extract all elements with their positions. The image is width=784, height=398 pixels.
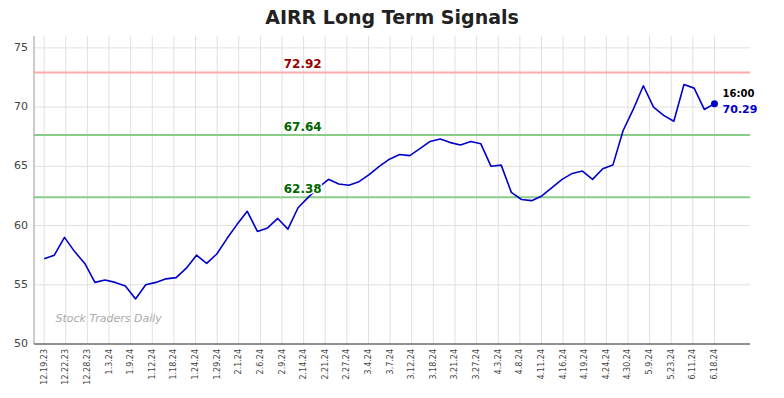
y-axis: 50 55 60 65 70 75 — [14, 36, 34, 350]
y-grid-line — [34, 284, 750, 285]
x-tick-label: 2.1.24 — [234, 349, 243, 374]
x-grid-line — [109, 36, 110, 344]
x-grid-line — [454, 36, 455, 344]
x-grid-line — [563, 36, 564, 344]
y-tick-label: 70 — [14, 100, 28, 113]
x-tick-label: 3.18.24 — [429, 349, 438, 380]
x-tick-label: 12.28.23 — [83, 349, 92, 385]
y-tick-label: 50 — [14, 337, 28, 350]
x-grid-line — [541, 36, 542, 344]
y-grid-line — [34, 107, 750, 108]
x-tick-label: 1.18.24 — [169, 349, 178, 380]
x-tick-label: 2.9.24 — [278, 349, 287, 374]
y-axis-line — [34, 36, 35, 344]
level-line — [34, 134, 750, 136]
x-grid-line — [671, 36, 672, 344]
x-grid-line — [173, 36, 174, 344]
grid — [34, 36, 750, 344]
x-grid-line — [152, 36, 153, 344]
x-tick-label: 3.27.24 — [472, 349, 481, 380]
x-grid-line — [195, 36, 196, 344]
x-tick-label: 5.9.24 — [645, 349, 654, 374]
x-tick-label: 2.14.24 — [299, 349, 308, 380]
x-grid-line — [87, 36, 88, 344]
x-tick-label: 4.8.24 — [515, 349, 524, 374]
x-grid-line — [476, 36, 477, 344]
x-grid-line — [368, 36, 369, 344]
x-grid-line — [260, 36, 261, 344]
x-axis-line — [34, 343, 750, 344]
x-tick-label: 4.16.24 — [559, 349, 568, 380]
x-grid-line — [346, 36, 347, 344]
x-grid-line — [692, 36, 693, 344]
price-line — [44, 85, 714, 299]
end-value-label: 70.29 — [723, 103, 758, 116]
x-tick-label: 12.22.23 — [61, 349, 70, 385]
x-tick-label: 3.7.24 — [386, 349, 395, 374]
x-grid-line — [325, 36, 326, 344]
level-label: 62.38 — [284, 182, 322, 196]
x-tick-label: 4.19.24 — [580, 349, 589, 380]
end-time-label: 16:00 — [723, 88, 755, 99]
x-grid-line — [627, 36, 628, 344]
y-tick-label: 75 — [14, 41, 28, 54]
x-tick-label: 3.12.24 — [407, 349, 416, 380]
x-tick-label: 3.21.24 — [450, 349, 459, 380]
x-grid-line — [217, 36, 218, 344]
watermark: Stock Traders Daily — [55, 312, 162, 325]
x-tick-label: 1.29.24 — [213, 349, 222, 380]
x-tick-label: 4.11.24 — [537, 349, 546, 380]
x-tick-label: 6.11.24 — [688, 349, 697, 380]
x-grid-line — [584, 36, 585, 344]
level-label: 72.92 — [284, 57, 322, 71]
x-tick-label: 6.18.24 — [710, 349, 719, 380]
x-tick-label: 4.24.24 — [602, 349, 611, 380]
x-tick-label: 5.23.24 — [667, 349, 676, 380]
x-grid-line — [649, 36, 650, 344]
x-grid-line — [411, 36, 412, 344]
chart: AIRR Long Term Signals 50 55 60 65 70 75 12.19.… — [0, 0, 784, 398]
x-tick-label: 1.3.24 — [105, 349, 114, 374]
y-tick-label: 55 — [14, 278, 28, 291]
y-grid-line — [34, 225, 750, 226]
x-grid-line — [65, 36, 66, 344]
x-grid-line — [282, 36, 283, 344]
x-grid-line — [714, 36, 715, 344]
x-grid-line — [433, 36, 434, 344]
x-tick-label: 2.6.24 — [256, 349, 265, 374]
x-grid-line — [390, 36, 391, 344]
y-grid-line — [34, 166, 750, 167]
title: AIRR Long Term Signals — [265, 6, 519, 28]
x-tick-label: 2.27.24 — [342, 349, 351, 380]
level-label: 67.64 — [284, 120, 322, 134]
y-tick-label: 60 — [14, 219, 28, 232]
x-axis: 12.19.23 12.22.23 12.28.23 1.3.24 1.9.24 1.12… — [40, 349, 719, 385]
x-tick-label: 4.30.24 — [623, 349, 632, 380]
level-line — [34, 71, 750, 73]
y-tick-label: 65 — [14, 159, 28, 172]
x-grid-line — [498, 36, 499, 344]
x-tick-label: 12.19.23 — [40, 349, 49, 385]
x-tick-label: 4.3.24 — [494, 349, 503, 374]
level-labels: 72.92 67.64 62.38 — [284, 57, 322, 196]
plot-area — [34, 72, 750, 298]
x-tick-label: 3.4.24 — [364, 349, 373, 374]
x-grid-line — [130, 36, 131, 344]
y-grid-line — [34, 344, 750, 345]
x-grid-line — [238, 36, 239, 344]
x-grid-line — [519, 36, 520, 344]
x-grid-line — [606, 36, 607, 344]
last-point — [711, 100, 718, 107]
x-tick-label: 2.21.24 — [321, 349, 330, 380]
level-line — [34, 196, 750, 198]
y-grid-line — [34, 47, 750, 48]
x-tick-label: 1.9.24 — [126, 349, 135, 374]
x-tick-label: 1.24.24 — [191, 349, 200, 380]
x-tick-label: 1.12.24 — [148, 349, 157, 380]
x-grid-line — [44, 36, 45, 344]
